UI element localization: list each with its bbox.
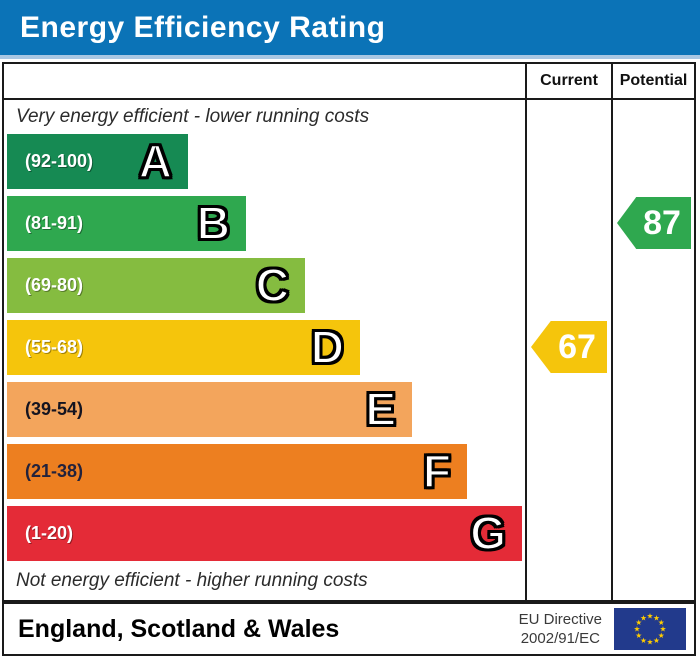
current-column-divider [525,64,527,600]
svg-text:★: ★ [653,613,660,622]
svg-text:★: ★ [658,631,665,640]
band-range-label: (1-20) [25,523,74,543]
band-letter: C [255,258,290,312]
svg-text:★: ★ [647,612,654,621]
potential-column-divider [611,64,613,600]
band-range-label: (81-91) [25,213,84,233]
current-rating-value: 67 [558,327,596,366]
potential-rating-arrow: 87 [617,197,691,249]
eu-directive-label: EU Directive 2002/91/EC [519,610,602,649]
svg-text:★: ★ [658,618,665,627]
band-letter: D [310,320,345,374]
top-caption: Very energy efficient - lower running co… [16,106,370,127]
band-d: (55-68) D [7,320,360,375]
current-column-header: Current [540,72,598,89]
eu-directive-line2: 2002/91/EC [520,630,600,647]
energy-rating-table: Current Potential Very energy efficient … [2,62,696,602]
current-rating-arrow: 67 [531,321,607,373]
region-label: England, Scotland & Wales [18,614,340,643]
svg-text:★: ★ [660,625,667,634]
bands: (92-100) A (81-91) B (69-80) C (55-68) D (39-54)… [7,134,522,568]
svg-text:★: ★ [635,631,642,640]
svg-text:★: ★ [640,613,647,622]
svg-text:★: ★ [653,636,660,645]
eu-flag-icon: ★ ★★★★★★★★★★★ [614,608,686,650]
bottom-caption: Not energy efficient - higher running co… [16,570,368,591]
title-underline [0,55,700,59]
band-range-label: (92-100) [25,151,94,171]
band-range-label: (21-38) [25,461,84,481]
footer: England, Scotland & Wales EU Directive 2… [2,602,696,656]
band-letter: G [469,506,507,560]
svg-text:★: ★ [640,636,647,645]
band-range-label: (69-80) [25,275,84,295]
band-letter: E [364,382,397,436]
svg-text:★: ★ [647,638,654,647]
band-c: (69-80) C [7,258,305,313]
svg-text:★: ★ [634,625,641,634]
svg-text:★: ★ [635,618,642,627]
band-a: (92-100) A [7,134,188,189]
title-bar: Energy Efficiency Rating [0,0,700,55]
band-letter: B [196,196,231,250]
table-header-row [4,64,694,100]
band-b: (81-91) B [7,196,246,251]
page-title: Energy Efficiency Rating [20,10,386,44]
band-letter: F [422,444,452,498]
band-range-label: (39-54) [25,399,84,419]
band-e: (39-54) E [7,382,412,437]
band-letter: A [138,134,173,188]
band-f: (21-38) F [7,444,467,499]
potential-column-header: Potential [619,72,688,89]
potential-rating-value: 87 [643,203,681,242]
eu-directive-line1: EU Directive [518,610,602,628]
band-g: (1-20) G [7,506,522,561]
band-range-label: (55-68) [25,337,84,357]
